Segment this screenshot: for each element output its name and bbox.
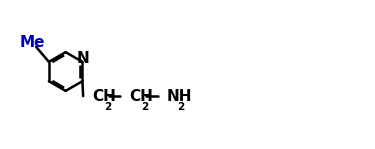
Text: 2: 2 [104, 101, 111, 112]
Text: 2: 2 [141, 101, 148, 112]
Text: N: N [77, 51, 90, 66]
Text: 2: 2 [177, 101, 184, 112]
Text: Me: Me [20, 35, 45, 50]
Text: CH: CH [129, 89, 153, 104]
Text: NH: NH [166, 89, 192, 104]
Text: CH: CH [92, 89, 116, 104]
